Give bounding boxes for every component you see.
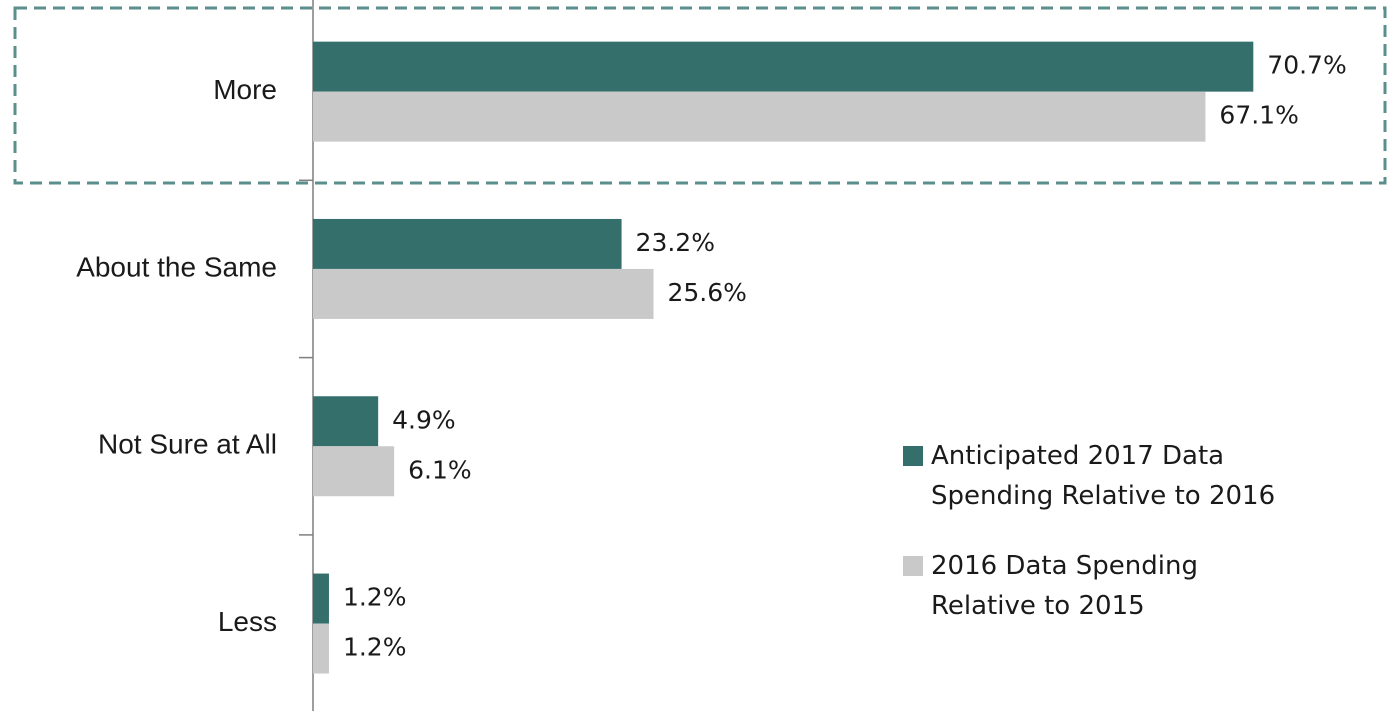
category-label: Not Sure at All — [98, 429, 277, 460]
value-label: 1.2% — [343, 633, 407, 662]
category-label: Less — [218, 606, 277, 637]
value-label: 23.2% — [636, 228, 715, 257]
bar — [313, 396, 379, 447]
highlight-box — [13, 6, 1387, 185]
legend-swatch — [903, 556, 923, 576]
bar — [313, 623, 329, 674]
legend-label: 2016 Data Spending Relative to 2015 — [931, 551, 1198, 621]
category-label: About the Same — [76, 251, 277, 282]
bar — [313, 41, 1254, 92]
value-label: 4.9% — [392, 405, 456, 434]
legend-item: 2016 Data Spending Relative to 2015 — [903, 546, 1343, 626]
value-label: 67.1% — [1219, 101, 1298, 130]
bar — [313, 268, 654, 319]
value-label: 70.7% — [1267, 51, 1346, 80]
bar — [313, 446, 395, 497]
bar — [313, 218, 622, 269]
legend-label: Anticipated 2017 Data Spending Relative … — [931, 441, 1276, 511]
value-label: 25.6% — [667, 278, 746, 307]
category-label: More — [213, 74, 277, 105]
bar — [313, 573, 329, 624]
value-label: 6.1% — [408, 455, 472, 484]
bar — [313, 91, 1206, 142]
value-label: 1.2% — [343, 583, 407, 612]
legend-swatch — [903, 446, 923, 466]
legend-item: Anticipated 2017 Data Spending Relative … — [903, 436, 1343, 516]
